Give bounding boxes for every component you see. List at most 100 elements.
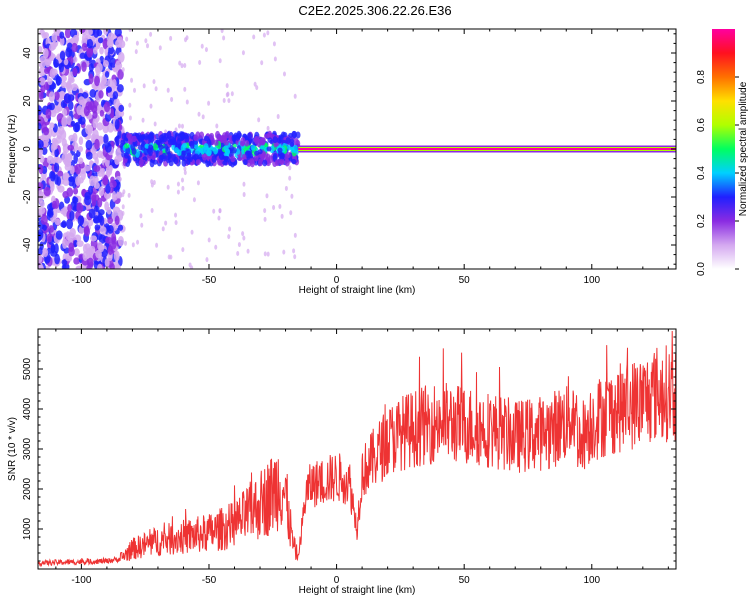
x-tick-label: 50 bbox=[459, 275, 471, 286]
colorbar-tick-label: 0.4 bbox=[696, 166, 707, 180]
spectrogram-cell bbox=[236, 251, 240, 257]
y-tick-label: 1000 bbox=[22, 517, 33, 540]
colorbar: 0.0 0.2 0.4 0.6 0.8 Normalized spectral ampl… bbox=[696, 29, 749, 276]
spectrogram-cell bbox=[195, 159, 201, 166]
spectrogram-cell bbox=[67, 144, 75, 151]
spectrogram-cell bbox=[117, 236, 124, 247]
spectrogram-cell bbox=[85, 151, 93, 160]
spectrogram-cell bbox=[146, 43, 150, 49]
spectrogram-cell bbox=[39, 77, 46, 86]
spectrogram-cell bbox=[193, 134, 199, 142]
spectrogram-cell bbox=[149, 103, 153, 109]
spectrogram-cell bbox=[48, 91, 56, 102]
spectrogram-cell bbox=[113, 250, 120, 262]
spectrogram-cell bbox=[114, 264, 121, 269]
spectrogram-heatmap bbox=[38, 29, 676, 269]
spectrogram-cell bbox=[59, 50, 66, 61]
spectrogram-cell bbox=[121, 67, 125, 73]
spectrogram-cell bbox=[183, 170, 187, 176]
spectrogram-cell bbox=[133, 87, 137, 93]
spectrogram-panel: -100 -50 0 50 100 -40 -20 0 20 40 Height of strai… bbox=[7, 28, 677, 296]
spectrogram-cell bbox=[46, 233, 53, 243]
spectrogram-cell bbox=[276, 114, 280, 120]
spectrogram-cell bbox=[73, 248, 80, 257]
spectrogram-cell bbox=[65, 47, 72, 58]
spectrogram-cell bbox=[83, 165, 91, 172]
spectrogram-cell bbox=[150, 207, 154, 213]
spectrogram-cell bbox=[78, 136, 84, 146]
spectrogram-cell bbox=[279, 152, 285, 160]
spectrogram-cell bbox=[215, 123, 219, 129]
spectrogram-cell bbox=[104, 70, 110, 78]
spectrogram-cell bbox=[183, 62, 187, 68]
spectrogram-cell bbox=[44, 67, 50, 75]
spectrogram-cell bbox=[124, 143, 130, 149]
y-tick-label: 3000 bbox=[22, 437, 33, 460]
spectrogram-cell bbox=[38, 264, 44, 269]
spectrogram-cell bbox=[53, 91, 60, 101]
spectrogram-cell bbox=[143, 133, 149, 141]
spectrogram-cell bbox=[93, 181, 100, 190]
spectrogram-cell bbox=[81, 33, 89, 42]
spectrogram-cell bbox=[176, 189, 180, 195]
spectrogram-cell bbox=[290, 193, 294, 199]
spectrogram-cell bbox=[213, 139, 219, 146]
spectrogram-cell bbox=[136, 239, 140, 245]
spectrogram-cell bbox=[240, 137, 246, 146]
spectrogram-cell bbox=[217, 215, 221, 221]
spectrogram-cell bbox=[209, 132, 215, 140]
spectrogram-cell bbox=[63, 58, 69, 66]
spectrogram-cell bbox=[161, 155, 167, 162]
spectrogram-cell bbox=[81, 258, 89, 266]
spectrogram-cell bbox=[38, 66, 46, 77]
spectrogram-cell bbox=[228, 226, 232, 232]
spectrogram-cell bbox=[38, 228, 44, 240]
spectrogram-cell bbox=[61, 116, 68, 128]
spectrogram-cell bbox=[138, 158, 144, 167]
spectrogram-cell bbox=[66, 82, 73, 93]
snr-background bbox=[38, 329, 676, 569]
spectrogram-cell bbox=[155, 242, 159, 248]
spectrogram-cell bbox=[103, 133, 109, 145]
spectrogram-cell bbox=[104, 142, 112, 153]
spectrogram-cell bbox=[289, 210, 293, 216]
spectrogram-cell bbox=[250, 144, 256, 151]
spectrogram-cell bbox=[103, 29, 109, 36]
spectrogram-cell bbox=[88, 208, 96, 219]
spectrogram-cell bbox=[121, 210, 125, 216]
spectrogram-cell bbox=[82, 251, 88, 262]
spectrogram-cell bbox=[188, 262, 192, 268]
spectrogram-cell bbox=[221, 132, 227, 142]
spectrogram-cell bbox=[267, 137, 273, 143]
spectrogram-cell bbox=[222, 160, 228, 166]
spectrogram-cell bbox=[50, 243, 56, 254]
colorbar-tick-label: 0.2 bbox=[696, 214, 707, 228]
spectrogram-cell bbox=[107, 78, 114, 89]
spectrogram-cell bbox=[185, 99, 189, 105]
spectrogram-cell bbox=[181, 247, 185, 253]
spectrogram-cell bbox=[166, 87, 170, 93]
spectrogram-cell bbox=[82, 243, 88, 254]
spectrogram-cell bbox=[97, 241, 103, 251]
spectrogram-cell bbox=[291, 158, 297, 165]
spectrogram-cell bbox=[265, 193, 269, 199]
spectrogram-cell bbox=[85, 29, 93, 36]
spectrogram-cell bbox=[47, 77, 53, 86]
spectrogram-cell bbox=[230, 155, 236, 163]
x-tick-label: 100 bbox=[583, 575, 600, 586]
spectrogram-cell bbox=[257, 149, 263, 155]
spectrogram-cell bbox=[293, 93, 297, 99]
colorbar-label: Normalized spectral amplitude bbox=[738, 81, 749, 216]
spectrogram-cell bbox=[67, 42, 73, 49]
spectrogram-cell bbox=[262, 32, 266, 38]
spectrogram-cell bbox=[72, 132, 78, 143]
spectrogram-cell bbox=[61, 108, 68, 117]
spectrogram-cell bbox=[103, 191, 112, 200]
spectrogram-cell bbox=[99, 215, 105, 226]
spectrogram-cell bbox=[39, 155, 45, 164]
spectrogram-cell bbox=[128, 102, 132, 108]
spectrogram-cell bbox=[102, 38, 109, 50]
spectrogram-cell bbox=[53, 58, 59, 69]
spectrogram-cell bbox=[274, 159, 280, 167]
x-tick-label: 0 bbox=[334, 575, 340, 586]
